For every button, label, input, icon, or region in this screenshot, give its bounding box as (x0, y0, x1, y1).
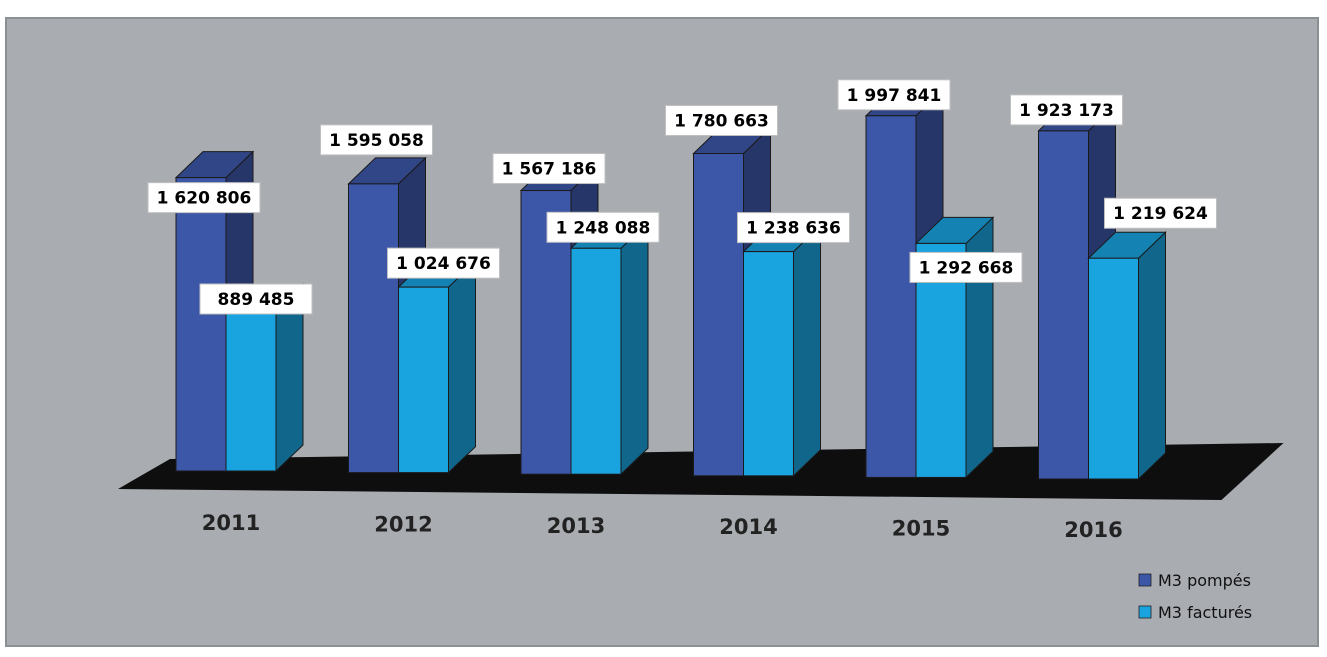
legend-swatch-pompes (1138, 573, 1152, 587)
svg-text:1 248 088: 1 248 088 (556, 218, 651, 238)
svg-text:1 024 676: 1 024 676 (396, 254, 491, 274)
value-label-factures-2013: 1 248 088 (546, 211, 660, 243)
x-axis-ticks: 2011 2012 2013 2014 2015 2016 (202, 511, 1123, 542)
legend-swatch-factures (1138, 605, 1152, 619)
svg-text:1 567 186: 1 567 186 (502, 160, 597, 180)
value-labels-layer: 1 620 806 889 485 1 595 058 1 024 676 1 567 … (147, 79, 1217, 315)
legend-label-factures: M3 facturés (1158, 603, 1252, 622)
svg-text:1 595 058: 1 595 058 (329, 131, 424, 151)
value-label-factures-2011: 889 485 (199, 283, 313, 315)
value-label-factures-2015: 1 292 668 (909, 251, 1023, 283)
value-label-pompes-2015: 1 997 841 (837, 79, 951, 111)
svg-text:1 997 841: 1 997 841 (847, 86, 942, 106)
svg-text:1 238 636: 1 238 636 (746, 219, 841, 239)
bar-factures-2016 (1087, 231, 1167, 481)
x-tick-label-2015: 2015 (892, 517, 950, 541)
x-tick-label-2011: 2011 (202, 511, 260, 535)
svg-text:1 620 806: 1 620 806 (157, 189, 252, 209)
legend: M3 pompés M3 facturés (1138, 571, 1252, 622)
x-tick-label-2016: 2016 (1064, 518, 1122, 542)
svg-text:1 923 173: 1 923 173 (1019, 101, 1114, 121)
value-label-pompes-2011: 1 620 806 (147, 182, 261, 214)
bar-factures-2013 (569, 221, 650, 476)
x-tick-label-2013: 2013 (547, 514, 605, 538)
svg-text:1 219 624: 1 219 624 (1113, 204, 1208, 224)
x-tick-label-2014: 2014 (719, 515, 777, 539)
value-label-pompes-2016: 1 923 173 (1010, 94, 1123, 126)
svg-text:889 485: 889 485 (218, 290, 295, 310)
value-label-factures-2014: 1 238 636 (737, 212, 850, 244)
legend-label-pompes: M3 pompés (1158, 571, 1251, 590)
bar-factures-2012 (397, 259, 477, 474)
value-label-pompes-2014: 1 780 663 (665, 105, 778, 136)
x-tick-label-2012: 2012 (374, 512, 432, 536)
value-label-pompes-2012: 1 595 058 (320, 124, 433, 156)
bar-factures-2014 (742, 224, 822, 477)
bars-layer (174, 88, 1167, 481)
value-label-pompes-2013: 1 567 186 (492, 153, 606, 185)
svg-text:1 292 668: 1 292 668 (919, 258, 1014, 278)
value-label-factures-2016: 1 219 624 (1104, 197, 1217, 229)
svg-text:1 780 663: 1 780 663 (674, 112, 769, 132)
value-label-factures-2012: 1 024 676 (387, 247, 500, 279)
